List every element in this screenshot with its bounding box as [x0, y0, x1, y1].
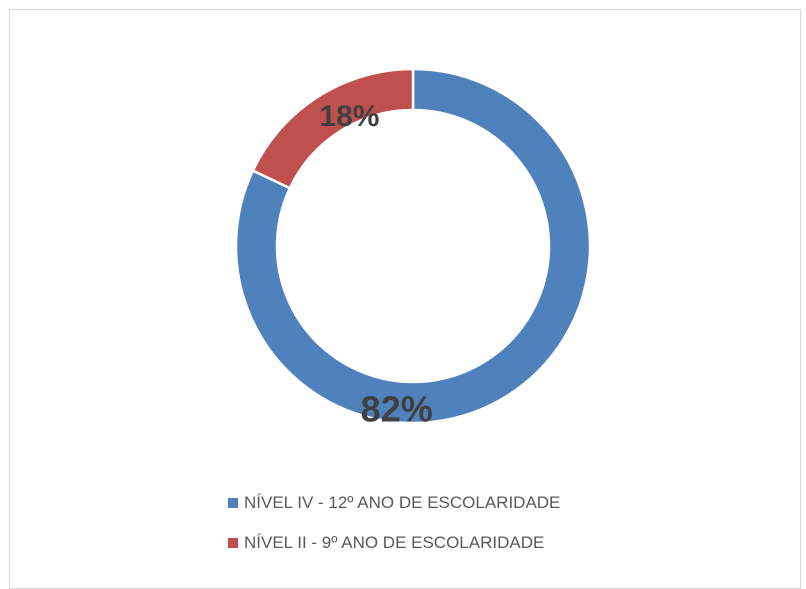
data-label-nivel-iv: 82% — [361, 389, 433, 430]
donut-chart: 82% 18% — [234, 67, 592, 430]
legend-item-nivel-iv: NÍVEL IV - 12º ANO DE ESCOLARIDADE — [228, 493, 560, 513]
legend-label-nivel-iv: NÍVEL IV - 12º ANO DE ESCOLARIDADE — [244, 493, 561, 512]
legend-swatch-nivel-ii — [228, 538, 238, 548]
donut-slice-nivel-ii — [251, 67, 415, 190]
legend-label-nivel-ii: NÍVEL II - 9º ANO DE ESCOLARIDADE — [244, 533, 545, 552]
legend-swatch-nivel-iv — [228, 498, 238, 508]
data-label-nivel-ii: 18% — [319, 100, 379, 133]
legend: NÍVEL IV - 12º ANO DE ESCOLARIDADE NÍVEL… — [228, 493, 560, 573]
donut-slices — [234, 67, 592, 425]
donut-slice-nivel-iv — [234, 67, 592, 425]
legend-item-nivel-ii: NÍVEL II - 9º ANO DE ESCOLARIDADE — [228, 533, 560, 553]
data-labels: 82% 18% — [319, 100, 432, 430]
